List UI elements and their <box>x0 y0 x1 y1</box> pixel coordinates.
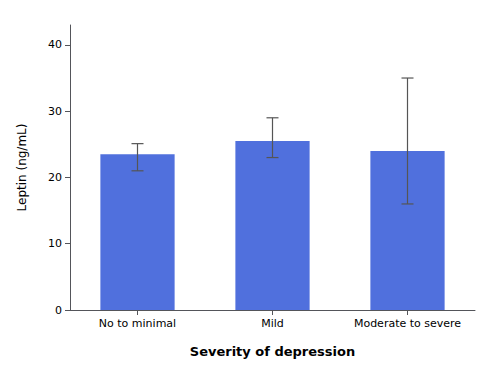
svg-text:30: 30 <box>48 105 62 118</box>
svg-text:0: 0 <box>55 304 62 317</box>
svg-text:20: 20 <box>48 171 62 184</box>
svg-text:Mild: Mild <box>261 317 284 330</box>
svg-text:No to minimal: No to minimal <box>99 317 176 330</box>
svg-text:10: 10 <box>48 237 62 250</box>
svg-text:40: 40 <box>48 38 62 51</box>
svg-text:Severity of depression: Severity of depression <box>190 344 355 359</box>
svg-text:Moderate to severe: Moderate to severe <box>354 317 461 330</box>
svg-text:Leptin (ng/mL): Leptin (ng/mL) <box>15 124 29 212</box>
